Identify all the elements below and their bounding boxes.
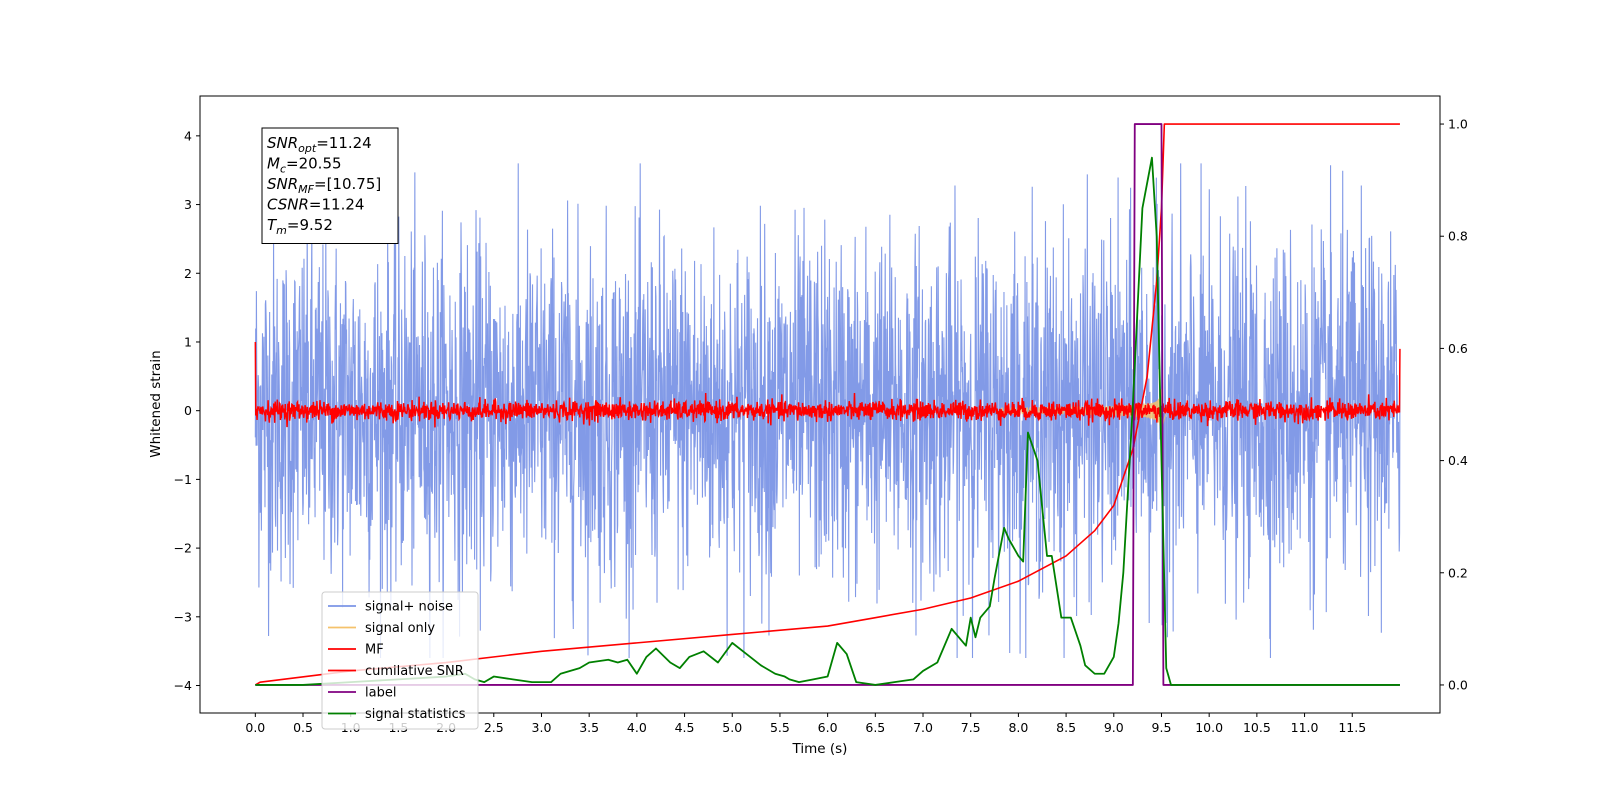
x-tick-label: 7.5 (961, 720, 981, 735)
annotation-line: Tm=9.52 (267, 216, 333, 237)
x-tick-label: 4.0 (627, 720, 647, 735)
x-tick-label: 0.5 (293, 720, 313, 735)
series-signal-noise (254, 163, 1401, 659)
annotation-frame (261, 127, 399, 244)
x-tick-label: 8.5 (1056, 720, 1076, 735)
series-signal-statistics (255, 156, 1400, 686)
legend-label: cumilative SNR (365, 664, 464, 679)
y-tick-label: −2 (174, 541, 192, 556)
y2-tick-label: 0.2 (1448, 565, 1468, 580)
x-tick-label: 10.5 (1243, 720, 1271, 735)
legend-label: MF (365, 643, 384, 658)
x-tick-label: 9.5 (1152, 720, 1172, 735)
y-tick-label: 4 (184, 128, 192, 143)
x-tick-label: 11.5 (1338, 720, 1366, 735)
x-tick-label: 3.0 (532, 720, 552, 735)
legend-label: signal+ noise (365, 600, 453, 615)
plot-frame (199, 95, 1441, 714)
x-tick-label: 9.0 (1104, 720, 1124, 735)
annotation-line: SNRMF=[10.75] (267, 175, 381, 196)
y-tick-label: −3 (174, 609, 192, 624)
x-tick-label: 3.5 (579, 720, 599, 735)
legend-label: label (365, 686, 396, 701)
x-tick-label: 6.0 (818, 720, 838, 735)
legend-label: signal only (365, 621, 435, 636)
annotation-line: SNRopt=11.24 (267, 134, 372, 155)
y2-tick-label: 0.6 (1448, 341, 1468, 356)
annotation-line: CSNR=11.24 (267, 196, 364, 214)
y-tick-label: −1 (174, 472, 192, 487)
y-axis-title: Whitened strain (148, 350, 164, 457)
series-layer (254, 123, 1401, 686)
legend-label: signal statistics (365, 707, 466, 722)
x-tick-label: 0.0 (245, 720, 265, 735)
x-tick-label: 5.5 (770, 720, 790, 735)
x-tick-label: 7.0 (913, 720, 933, 735)
y-tick-label: 1 (184, 334, 192, 349)
x-tick-label: 8.0 (1008, 720, 1028, 735)
y-tick-label: −4 (174, 678, 192, 693)
x-tick-label: 10.0 (1195, 720, 1223, 735)
annotation-box: SNRopt=11.24Mc=20.55SNRMF=[10.75]CSNR=11… (261, 127, 399, 244)
legend: signal+ noise signal only MF cumilative SNR… (321, 591, 479, 730)
series-mf (254, 341, 1401, 428)
y2-tick-label: 1.0 (1448, 117, 1468, 132)
y2-tick-label: 0.0 (1448, 677, 1468, 692)
y-tick-label: 3 (184, 197, 192, 212)
x-tick-label: 11.0 (1291, 720, 1319, 735)
y2-tick-label: 0.8 (1448, 229, 1468, 244)
y-tick-label: 2 (184, 266, 192, 281)
y-tick-label: 0 (184, 403, 192, 418)
legend-frame (321, 591, 479, 730)
x-tick-label: 4.5 (675, 720, 695, 735)
x-tick-label: 6.5 (865, 720, 885, 735)
x-tick-label: 5.0 (722, 720, 742, 735)
series-label (255, 123, 1400, 686)
x-tick-label: 2.5 (484, 720, 504, 735)
annotation-line: Mc=20.55 (267, 155, 342, 176)
x-axis-title: Time (s) (792, 741, 848, 757)
y2-tick-label: 0.4 (1448, 453, 1468, 468)
